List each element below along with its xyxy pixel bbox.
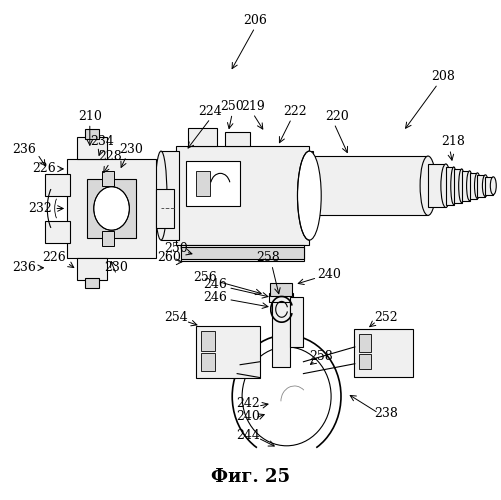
Bar (468, 173, 476, 199)
Text: 258: 258 (256, 252, 279, 264)
Text: 224: 224 (198, 105, 222, 118)
Bar (77, 258, 106, 280)
Ellipse shape (94, 186, 129, 230)
Bar (200, 331, 215, 351)
Text: 222: 222 (282, 105, 306, 118)
Ellipse shape (297, 151, 321, 240)
Bar (85, 278, 99, 287)
Ellipse shape (155, 151, 167, 240)
Text: 234: 234 (90, 134, 113, 147)
Text: 218: 218 (440, 134, 464, 147)
Text: 220: 220 (325, 110, 348, 123)
Bar (358, 354, 370, 368)
Text: 244: 244 (235, 430, 260, 442)
Bar (185, 161, 239, 206)
Text: 250: 250 (220, 100, 243, 113)
Bar (102, 231, 113, 246)
Text: 238: 238 (374, 406, 398, 420)
Bar (87, 179, 136, 238)
Bar (476, 175, 484, 197)
Text: 246: 246 (203, 291, 227, 304)
Text: 230: 230 (119, 142, 143, 156)
Text: 260: 260 (157, 252, 180, 264)
Bar (445, 167, 453, 204)
Text: 240: 240 (235, 410, 260, 422)
Text: 254: 254 (164, 310, 187, 324)
Bar (453, 169, 461, 202)
Text: 258: 258 (309, 350, 333, 364)
Bar (180, 247, 304, 259)
Ellipse shape (232, 335, 340, 458)
Bar (484, 177, 492, 194)
Ellipse shape (465, 171, 471, 200)
Text: 206: 206 (242, 14, 267, 27)
Bar (225, 132, 249, 146)
Text: 208: 208 (430, 70, 454, 84)
Text: 226: 226 (42, 252, 66, 264)
Bar (461, 171, 468, 200)
Bar (180, 245, 304, 261)
Text: Фиг. 25: Фиг. 25 (211, 468, 290, 486)
Ellipse shape (293, 151, 309, 220)
Ellipse shape (241, 347, 331, 446)
Bar (358, 334, 370, 352)
Bar (187, 128, 217, 146)
Bar (195, 171, 210, 196)
Text: 250: 250 (164, 242, 187, 254)
Bar (67, 159, 156, 258)
Ellipse shape (440, 164, 450, 208)
Bar (269, 282, 291, 296)
Text: 256: 256 (193, 271, 217, 284)
Bar (200, 353, 215, 370)
Bar (85, 130, 99, 139)
Bar (45, 222, 70, 243)
Text: 242: 242 (235, 397, 260, 410)
Text: 252: 252 (374, 310, 397, 324)
Bar (175, 146, 309, 245)
Text: 226: 226 (33, 162, 56, 175)
Text: 219: 219 (240, 100, 265, 113)
Bar (271, 298, 289, 366)
Bar (309, 156, 427, 216)
Bar (427, 164, 445, 208)
Bar (102, 171, 113, 186)
Text: 240: 240 (317, 268, 340, 281)
Text: 236: 236 (13, 142, 37, 156)
Ellipse shape (450, 167, 456, 204)
Bar (45, 174, 70, 196)
Text: 228: 228 (98, 150, 121, 162)
Bar (161, 151, 178, 240)
Ellipse shape (301, 156, 317, 216)
Ellipse shape (419, 156, 435, 216)
Text: 232: 232 (29, 202, 52, 215)
Ellipse shape (458, 169, 464, 202)
Bar (289, 298, 303, 347)
Text: 236: 236 (13, 262, 37, 274)
Ellipse shape (481, 175, 487, 197)
Bar (156, 188, 173, 228)
Bar (195, 326, 260, 378)
Ellipse shape (473, 173, 479, 199)
Text: 246: 246 (203, 278, 227, 291)
Bar (353, 329, 412, 376)
Ellipse shape (489, 177, 495, 194)
Bar (268, 292, 292, 302)
Bar (301, 151, 313, 220)
Text: 210: 210 (78, 110, 102, 123)
Bar (77, 138, 106, 159)
Text: 230: 230 (104, 262, 128, 274)
